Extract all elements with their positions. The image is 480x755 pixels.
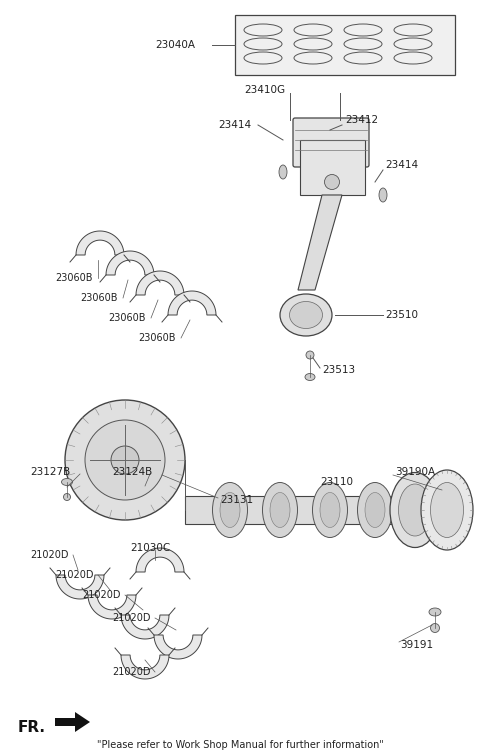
Ellipse shape bbox=[213, 482, 248, 538]
Text: 21020D: 21020D bbox=[55, 570, 94, 580]
Ellipse shape bbox=[305, 374, 315, 381]
Ellipse shape bbox=[280, 294, 332, 336]
Ellipse shape bbox=[431, 624, 440, 633]
Text: 23414: 23414 bbox=[385, 160, 418, 170]
Text: 23060B: 23060B bbox=[55, 273, 93, 283]
Ellipse shape bbox=[289, 301, 323, 328]
Polygon shape bbox=[154, 635, 202, 659]
Ellipse shape bbox=[421, 470, 473, 550]
FancyBboxPatch shape bbox=[293, 118, 369, 167]
Text: 21030C: 21030C bbox=[130, 543, 170, 553]
Text: 23414: 23414 bbox=[218, 120, 251, 130]
Ellipse shape bbox=[63, 494, 71, 501]
Ellipse shape bbox=[398, 484, 432, 536]
Text: 23060B: 23060B bbox=[108, 313, 145, 323]
Ellipse shape bbox=[220, 492, 240, 528]
Polygon shape bbox=[76, 231, 124, 255]
Text: 23060B: 23060B bbox=[80, 293, 118, 303]
Text: 21020D: 21020D bbox=[112, 667, 151, 677]
Polygon shape bbox=[136, 271, 184, 295]
Polygon shape bbox=[298, 195, 342, 290]
Text: 23124B: 23124B bbox=[112, 467, 152, 477]
Ellipse shape bbox=[270, 492, 290, 528]
Text: 21020D: 21020D bbox=[82, 590, 120, 600]
Ellipse shape bbox=[358, 482, 393, 538]
Polygon shape bbox=[121, 655, 169, 679]
Ellipse shape bbox=[279, 165, 287, 179]
Text: 23412: 23412 bbox=[345, 115, 378, 125]
Text: "Please refer to Work Shop Manual for further information": "Please refer to Work Shop Manual for fu… bbox=[96, 740, 384, 750]
Polygon shape bbox=[168, 291, 216, 315]
Ellipse shape bbox=[263, 482, 298, 538]
Text: 23040A: 23040A bbox=[155, 40, 195, 50]
Ellipse shape bbox=[431, 482, 464, 538]
Ellipse shape bbox=[379, 188, 387, 202]
Ellipse shape bbox=[312, 482, 348, 538]
Ellipse shape bbox=[320, 492, 340, 528]
Text: 23127B: 23127B bbox=[30, 467, 70, 477]
Ellipse shape bbox=[365, 492, 385, 528]
Ellipse shape bbox=[324, 174, 339, 190]
Text: 21020D: 21020D bbox=[30, 550, 69, 560]
Ellipse shape bbox=[306, 351, 314, 359]
Text: 23131: 23131 bbox=[220, 495, 253, 505]
Ellipse shape bbox=[85, 420, 165, 500]
Ellipse shape bbox=[390, 473, 440, 547]
Text: FR.: FR. bbox=[18, 720, 46, 735]
Ellipse shape bbox=[429, 608, 441, 616]
Ellipse shape bbox=[65, 400, 185, 520]
Text: 23410G: 23410G bbox=[244, 85, 286, 95]
Polygon shape bbox=[55, 712, 90, 732]
Ellipse shape bbox=[111, 446, 139, 474]
Ellipse shape bbox=[61, 479, 72, 485]
Text: 23513: 23513 bbox=[322, 365, 355, 375]
Text: 23110: 23110 bbox=[320, 477, 353, 487]
Text: 23510: 23510 bbox=[385, 310, 418, 320]
Text: 21020D: 21020D bbox=[112, 613, 151, 623]
Bar bbox=[300, 140, 365, 195]
Text: 39191: 39191 bbox=[400, 640, 433, 650]
Polygon shape bbox=[136, 548, 184, 572]
Text: 23060B: 23060B bbox=[138, 333, 176, 343]
Polygon shape bbox=[106, 251, 154, 275]
Polygon shape bbox=[88, 595, 136, 619]
Bar bbox=[235, 15, 455, 75]
Polygon shape bbox=[121, 615, 169, 639]
Bar bbox=[185, 496, 400, 524]
Text: 39190A: 39190A bbox=[395, 467, 435, 477]
Polygon shape bbox=[56, 575, 104, 599]
